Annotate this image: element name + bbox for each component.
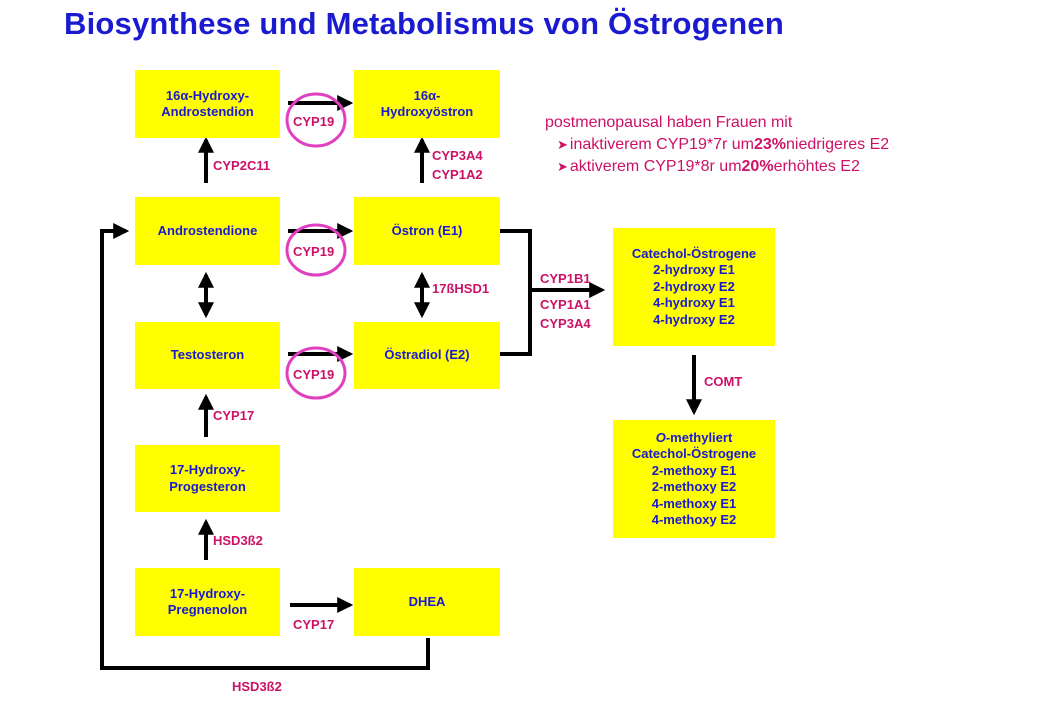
loop-dhea-to-androstendione [100, 223, 430, 670]
enzyme-hsd3b2-bottom: HSD3ß2 [232, 679, 282, 694]
enzyme-hsd3b2-left: HSD3ß2 [213, 533, 263, 548]
enzyme-cyp19-low: CYP19 [293, 367, 335, 382]
box-16a-hydroxy-androstendion: 16α-Hydroxy- Androstendion [135, 70, 280, 138]
methyl-heading: O-methyliert [655, 429, 733, 445]
cyp19-highlight-ellipse [285, 346, 347, 400]
box-16a-hydroxyoestron: 16α- Hydroxyöstron [354, 70, 500, 138]
enzyme-cyp17-left: CYP17 [213, 408, 255, 423]
enzyme-cyp2c11: CYP2C11 [213, 158, 271, 173]
enzyme-cyp17-bottom: CYP17 [293, 617, 335, 632]
note-heading: postmenopausal haben Frauen mit [545, 114, 793, 131]
note-bullet: ➤ aktiverem CYP19*8r um 20% erhöhtes E2 [557, 156, 889, 178]
box-o-methyliert-catechol: O-methyliert Catechol-Östrogene 2-methox… [613, 420, 775, 538]
arrow-bullet-icon: ➤ [557, 137, 568, 152]
enzyme-comt: COMT [704, 374, 743, 389]
enzyme-cyp3a4-cyp1a2: CYP3A4 CYP1A2 [432, 148, 483, 182]
box-catechol-oestrogene: Catechol-Östrogene 2-hydroxy E1 2-hydrox… [613, 228, 775, 346]
enzyme-cyp19-top: CYP19 [293, 114, 335, 129]
box-oestron: Östron (E1) [354, 197, 500, 265]
postmenopause-note: postmenopausal haben Frauen mit ➤ inakti… [545, 112, 889, 178]
arrow-bullet-icon: ➤ [557, 159, 568, 174]
box-androstendione: Androstendione [135, 197, 280, 265]
page-title: Biosynthese und Metabolismus von Östroge… [64, 6, 784, 41]
enzyme-17bhsd1: 17ßHSD1 [432, 281, 490, 296]
enzyme-cyp1b1: CYP1B1 [540, 271, 591, 286]
enzyme-cyp19-mid: CYP19 [293, 244, 335, 259]
box-testosteron: Testosteron [135, 322, 280, 389]
enzyme-cyp1a1-cyp3a4: CYP1A1 CYP3A4 [540, 297, 591, 331]
box-dhea: DHEA [354, 568, 500, 636]
note-bullet: ➤ inaktiverem CYP19*7r um 23% niedrigere… [557, 134, 889, 156]
cyp19-highlight-ellipse [285, 92, 347, 148]
cyp19-highlight-ellipse [285, 223, 347, 277]
box-17-hydroxy-progesteron: 17-Hydroxy- Progesteron [135, 445, 280, 512]
box-oestradiol: Östradiol (E2) [354, 322, 500, 389]
bracket-to-catechol [500, 229, 532, 356]
box-17-hydroxy-pregnenolon: 17-Hydroxy- Pregnenolon [135, 568, 280, 636]
